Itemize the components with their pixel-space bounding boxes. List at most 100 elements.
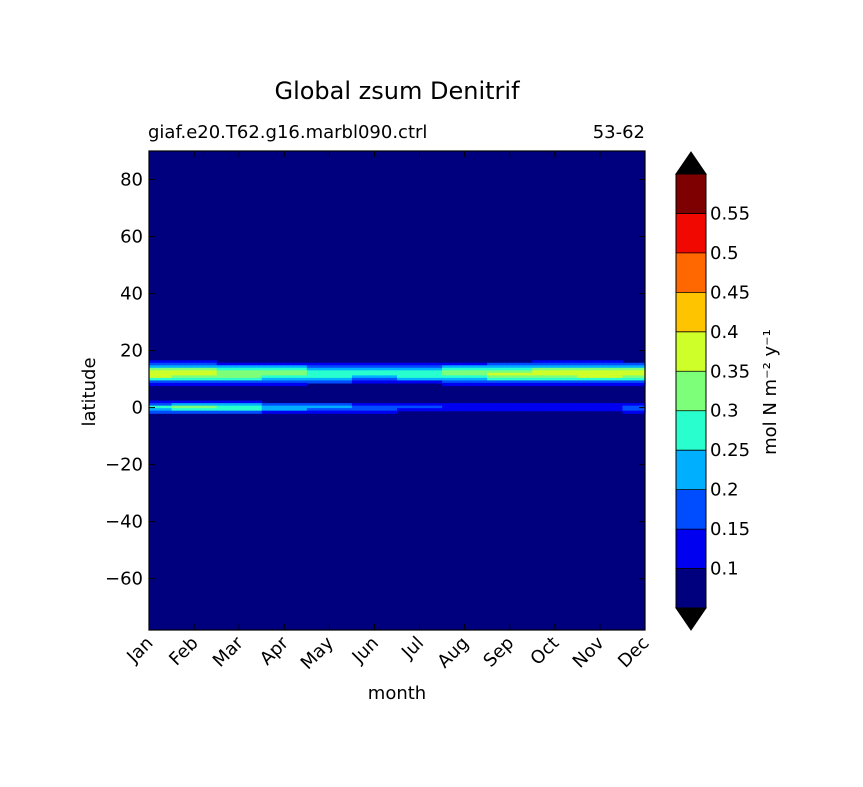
heatmap-cell bbox=[182, 367, 190, 371]
heatmap-cell bbox=[278, 367, 285, 371]
heatmap-cell bbox=[498, 365, 505, 369]
heatmap-cell bbox=[588, 375, 595, 379]
heatmap-cell bbox=[526, 408, 533, 412]
heatmap-cell bbox=[374, 365, 381, 369]
heatmap-cell bbox=[605, 408, 612, 412]
heatmap-cell bbox=[284, 380, 291, 384]
heatmap-cell bbox=[351, 372, 359, 376]
heatmap-cell bbox=[425, 375, 432, 379]
heatmap-cell bbox=[633, 377, 640, 382]
heatmap-cell bbox=[594, 372, 601, 376]
heatmap-cell bbox=[611, 408, 618, 412]
heatmap-cell bbox=[216, 382, 223, 387]
heatmap-cell bbox=[357, 410, 364, 414]
heatmap-cell bbox=[385, 370, 392, 374]
heatmap-cell bbox=[211, 372, 218, 376]
heatmap-cell bbox=[222, 382, 229, 387]
heatmap-cell bbox=[419, 403, 426, 407]
heatmap-cell bbox=[306, 408, 314, 412]
heatmap-cell bbox=[498, 405, 505, 409]
heatmap-cell bbox=[357, 405, 364, 409]
heatmap-cell bbox=[351, 403, 359, 407]
heatmap-cell bbox=[464, 365, 471, 369]
heatmap-cell bbox=[391, 405, 398, 409]
heatmap-cell bbox=[357, 408, 364, 412]
heatmap-cell bbox=[549, 362, 556, 366]
heatmap-cell bbox=[205, 410, 212, 414]
heatmap-cell bbox=[301, 380, 308, 384]
heatmap-cell bbox=[329, 405, 336, 409]
heatmap-cell bbox=[323, 410, 330, 414]
heatmap-cell bbox=[515, 375, 522, 379]
heatmap-cell bbox=[639, 403, 646, 407]
heatmap-cell bbox=[306, 377, 314, 382]
heatmap-cell bbox=[188, 377, 195, 382]
heatmap-cell bbox=[397, 370, 404, 374]
heatmap-cell bbox=[605, 362, 612, 366]
heatmap-cell bbox=[622, 377, 629, 382]
heatmap-cell bbox=[239, 375, 246, 379]
heatmap-cell bbox=[216, 400, 223, 404]
heatmap-cell bbox=[605, 360, 612, 364]
heatmap-cell bbox=[177, 405, 184, 409]
heatmap-cell bbox=[171, 360, 178, 364]
heatmap-cell bbox=[278, 410, 285, 414]
heatmap-cell bbox=[481, 408, 488, 412]
heatmap-cell bbox=[244, 370, 252, 374]
heatmap-cell bbox=[447, 380, 454, 384]
heatmap-cell bbox=[154, 370, 161, 374]
heatmap-cell bbox=[250, 370, 257, 374]
heatmap-cell bbox=[306, 405, 314, 409]
heatmap-cell bbox=[154, 400, 161, 404]
heatmap-cell bbox=[481, 370, 488, 374]
heatmap-cell bbox=[554, 380, 562, 384]
heatmap-cell bbox=[374, 362, 381, 366]
heatmap-cell bbox=[188, 408, 195, 412]
heatmap-cell bbox=[222, 372, 229, 376]
heatmap-cell bbox=[284, 367, 291, 371]
heatmap-cell bbox=[498, 367, 505, 371]
heatmap-cell bbox=[363, 377, 370, 382]
heatmap-cell bbox=[194, 377, 201, 382]
heatmap-cell bbox=[188, 380, 195, 384]
heatmap-cell bbox=[357, 362, 364, 366]
heatmap-cell bbox=[171, 408, 178, 412]
heatmap-cell bbox=[205, 375, 212, 379]
heatmap-cell bbox=[594, 375, 601, 379]
heatmap-cell bbox=[605, 370, 612, 374]
heatmap-cell bbox=[487, 362, 494, 366]
heatmap-cell bbox=[278, 408, 285, 412]
heatmap-cell bbox=[380, 377, 387, 382]
heatmap-cell bbox=[616, 380, 624, 384]
colorbar-swatch bbox=[676, 410, 706, 451]
colorbar-tick-label: 0.4 bbox=[710, 322, 739, 343]
heatmap-cell bbox=[611, 382, 618, 387]
heatmap-cell bbox=[616, 360, 624, 364]
heatmap-cell bbox=[588, 370, 595, 374]
heatmap-cell bbox=[633, 408, 640, 412]
heatmap-cell bbox=[599, 375, 607, 379]
heatmap-cell bbox=[340, 365, 347, 369]
heatmap-cell bbox=[222, 408, 229, 412]
heatmap-cell bbox=[588, 372, 595, 376]
heatmap-cell bbox=[244, 377, 252, 382]
heatmap-cell bbox=[532, 370, 539, 374]
heatmap-cell bbox=[182, 362, 190, 366]
heatmap-cell bbox=[391, 367, 398, 371]
heatmap-cell bbox=[504, 405, 511, 409]
heatmap-cell bbox=[323, 370, 330, 374]
heatmap-cell bbox=[498, 380, 505, 384]
heatmap-cell bbox=[165, 408, 173, 412]
heatmap-cell bbox=[628, 382, 635, 387]
heatmap-cell bbox=[628, 380, 635, 384]
heatmap-cell bbox=[436, 362, 443, 366]
heatmap-cell bbox=[335, 375, 342, 379]
heatmap-cell bbox=[566, 362, 573, 366]
heatmap-cell bbox=[487, 380, 494, 384]
heatmap-cell bbox=[616, 377, 624, 382]
heatmap-cell bbox=[492, 370, 500, 374]
heatmap-cell bbox=[301, 365, 308, 369]
heatmap-cell bbox=[301, 403, 308, 407]
heatmap-cell bbox=[509, 365, 516, 369]
heatmap-cell bbox=[160, 400, 167, 404]
